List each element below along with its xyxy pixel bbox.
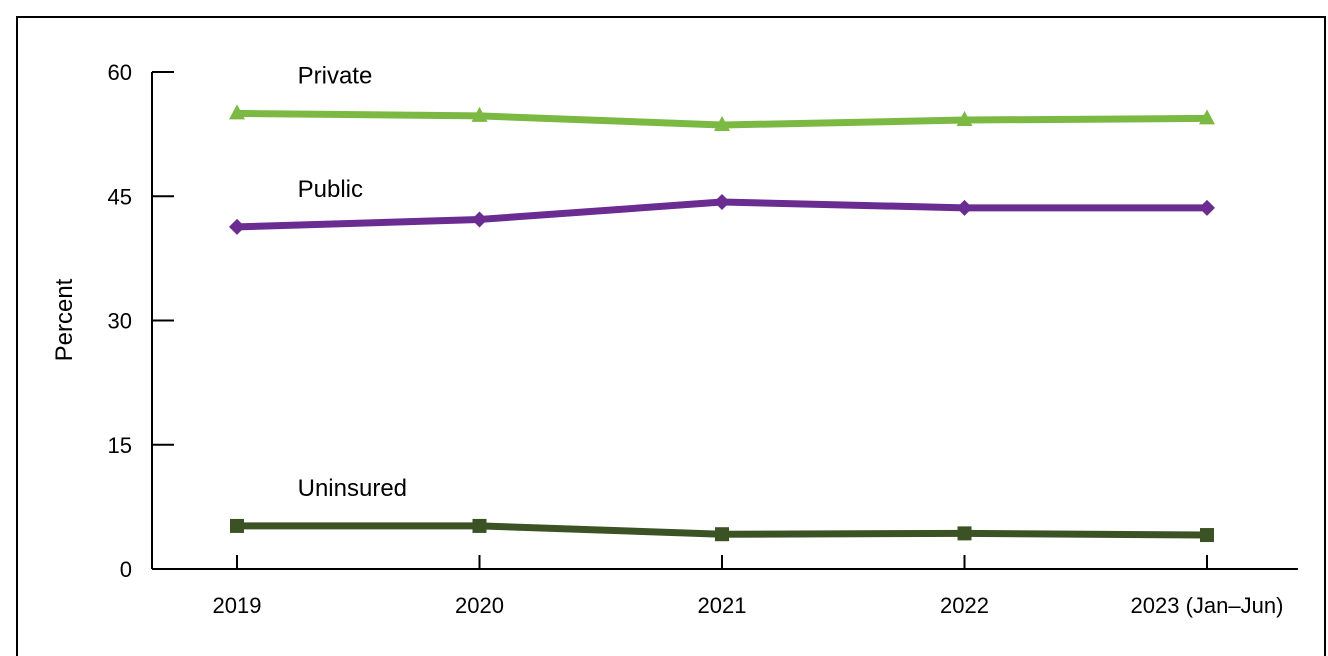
data-point <box>1200 528 1214 543</box>
data-point <box>1199 109 1215 125</box>
data-point <box>230 518 244 533</box>
data-point <box>471 211 488 228</box>
data-point <box>714 194 730 211</box>
y-ticks: 0 15 30 45 60 <box>108 60 174 582</box>
series-label: Public <box>298 176 363 203</box>
series-label: Uninsured <box>298 475 407 502</box>
data-point <box>229 218 245 235</box>
data-point <box>956 111 973 127</box>
x-tick-label: 2021 <box>698 593 747 618</box>
y-tick-label: 0 <box>120 557 132 582</box>
data-point <box>957 526 972 541</box>
series-uninsured: Uninsured <box>230 475 1214 543</box>
data-point <box>714 116 730 132</box>
data-point <box>471 106 488 122</box>
x-tick-label: 2020 <box>455 593 504 618</box>
series-public: Public <box>229 176 1215 235</box>
series-private: Private <box>229 62 1215 132</box>
x-tick-label: 2022 <box>940 593 989 618</box>
chart-frame <box>16 16 1326 656</box>
x-tick-label: 2019 <box>213 593 262 618</box>
y-axis-title: Percent <box>51 278 78 361</box>
y-tick-label: 30 <box>108 309 132 334</box>
y-tick-label: 45 <box>108 184 132 209</box>
data-point <box>1199 199 1215 216</box>
data-point <box>229 104 245 120</box>
series-label: Private <box>298 62 373 89</box>
y-tick-label: 15 <box>108 433 132 458</box>
data-point <box>472 518 487 533</box>
series-group: Private Public Uninsured <box>229 62 1215 543</box>
data-point <box>715 527 729 542</box>
y-tick-label: 60 <box>108 60 132 85</box>
x-ticks: 2019 2020 2021 2022 2023 (Jan–Jun) <box>213 555 1284 618</box>
data-point <box>956 199 973 216</box>
x-tick-label: 2023 (Jan–Jun) <box>1131 593 1284 618</box>
